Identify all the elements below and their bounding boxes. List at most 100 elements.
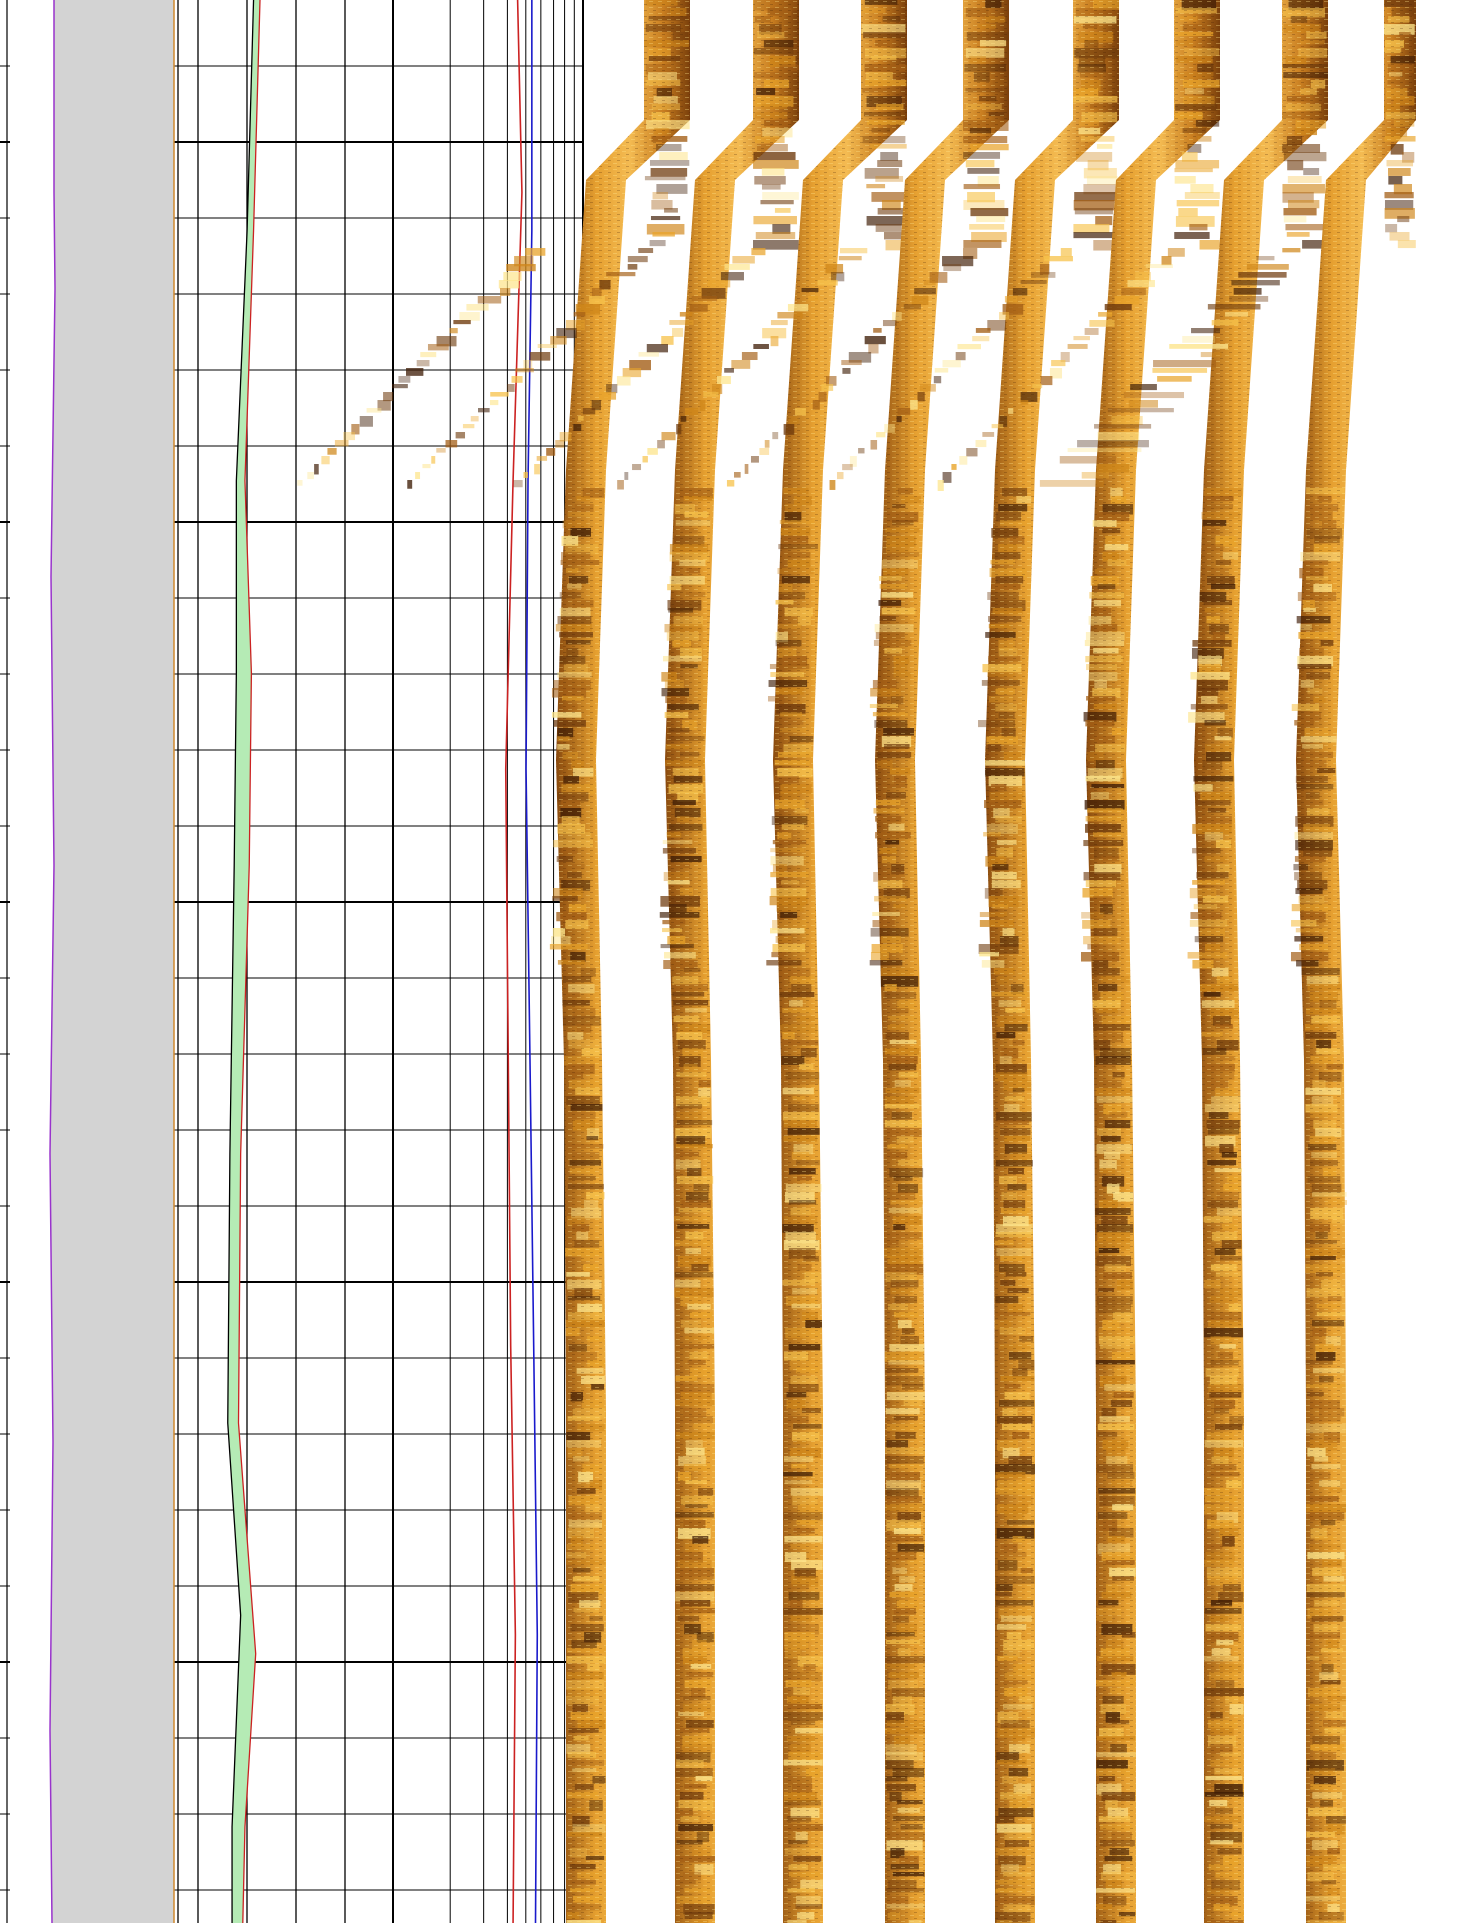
image-pixel-band xyxy=(459,312,480,321)
image-pixel-band xyxy=(1081,472,1109,479)
image-pixel-band xyxy=(656,184,688,194)
image-pixel-band xyxy=(1074,208,1113,215)
image-pixel-band xyxy=(783,424,795,435)
image-pixel-band xyxy=(523,360,533,370)
image-pixel-band xyxy=(420,352,437,358)
image-pixel-band xyxy=(934,368,949,373)
image-pixel-band xyxy=(979,952,1000,957)
image-pixel-band xyxy=(470,416,479,422)
image-pixel-band xyxy=(416,360,430,367)
image-pixel-band xyxy=(818,392,827,402)
image-pixel-band xyxy=(690,304,708,312)
image-pixel-band xyxy=(963,248,978,259)
image-pixel-band xyxy=(808,296,819,301)
image-pixel-band xyxy=(1060,248,1072,257)
image-pixel-band xyxy=(870,144,907,149)
image-pixel-band xyxy=(759,448,770,455)
image-pixel-band xyxy=(656,144,682,152)
image-pixel-band xyxy=(1060,352,1070,363)
image-pixel-band xyxy=(1076,152,1113,162)
image-pixel-band xyxy=(1393,184,1412,195)
image-pixel-band xyxy=(1229,296,1269,302)
image-pixel-band xyxy=(877,208,905,215)
image-pixel-band xyxy=(757,144,788,152)
image-pixel-band xyxy=(868,344,879,354)
image-pixel-band xyxy=(707,280,731,288)
image-pixel-band xyxy=(627,264,638,270)
image-pixel-band xyxy=(864,336,886,345)
image-pixel-band xyxy=(1184,192,1220,199)
image-pixel-band xyxy=(772,224,791,234)
image-pixel-band xyxy=(606,384,618,394)
image-pixel-band xyxy=(919,384,936,392)
image-pixel-band xyxy=(1189,224,1208,231)
image-pixel-band xyxy=(903,304,921,310)
image-pixel-band xyxy=(955,352,966,361)
image-pixel-band xyxy=(1302,240,1327,249)
image-pixel-band xyxy=(801,288,819,293)
image-pixel-band xyxy=(511,376,523,383)
image-pixel-band xyxy=(1123,392,1185,399)
image-pixel-band xyxy=(1002,304,1024,315)
image-pixel-band xyxy=(842,464,853,471)
image-pixel-band xyxy=(885,240,902,251)
image-strip xyxy=(617,0,1009,1923)
image-pixel-band xyxy=(1199,240,1220,250)
image-pixel-band xyxy=(772,432,779,440)
image-pixel-band xyxy=(883,232,904,240)
image-pixel-band xyxy=(966,448,978,457)
image-pixel-band xyxy=(565,320,585,331)
image-pixel-band xyxy=(963,240,1002,248)
image-pixel-band xyxy=(1282,144,1321,153)
image-pixel-band xyxy=(842,368,851,374)
image-pixel-band xyxy=(942,256,974,267)
image-pixel-band xyxy=(858,448,865,454)
image-pixel-band xyxy=(1238,272,1287,278)
image-pixel-band xyxy=(327,448,337,455)
image-strip xyxy=(726,0,1119,1923)
image-pixel-band xyxy=(1287,176,1322,184)
image-pixel-band xyxy=(1020,280,1047,285)
image-pixel-band xyxy=(559,432,572,442)
image-pixel-band xyxy=(1107,408,1174,413)
image-pixel-band xyxy=(975,440,987,448)
image-pixel-band xyxy=(826,376,837,386)
image-pixel-band xyxy=(976,216,1006,223)
image-pixel-band xyxy=(1233,288,1262,295)
strip-grain xyxy=(875,0,1009,1923)
image-pixel-band xyxy=(753,240,799,250)
image-pixel-band xyxy=(606,272,636,277)
image-pixel-band xyxy=(489,400,499,406)
image-pixel-band xyxy=(967,168,1000,174)
image-pixel-band xyxy=(1114,296,1140,305)
image-pixel-band xyxy=(1231,280,1280,286)
image-pixel-band xyxy=(829,480,836,490)
image-pixel-band xyxy=(1073,200,1115,211)
image-pixel-band xyxy=(1282,192,1314,203)
image-pixel-band xyxy=(821,384,834,391)
image-pixel-band xyxy=(1130,384,1157,391)
image-pixel-band xyxy=(573,312,586,317)
image-pixel-band xyxy=(999,312,1010,320)
image-pixel-band xyxy=(734,472,741,478)
image-pixel-band xyxy=(1390,144,1404,155)
image-pixel-band xyxy=(652,192,669,200)
image-pixel-band xyxy=(1095,216,1113,226)
image-pixel-band xyxy=(1012,288,1028,296)
image-pixel-band xyxy=(649,160,690,166)
image-pixel-band xyxy=(1040,376,1053,386)
image-pixel-band xyxy=(1282,248,1301,253)
image-pixel-band xyxy=(555,440,565,448)
image-pixel-band xyxy=(1111,416,1143,426)
image-pixel-band xyxy=(764,440,770,448)
image-pixel-band xyxy=(1059,456,1116,464)
image-pixel-band xyxy=(1161,256,1172,266)
image-pixel-band xyxy=(1176,200,1220,207)
image-pixel-band xyxy=(753,152,796,161)
image-pixel-band xyxy=(1175,216,1215,227)
image-pixel-band xyxy=(1182,336,1215,343)
image-pixel-band xyxy=(1175,160,1220,169)
image-pixel-band xyxy=(987,320,1006,331)
image-pixel-band xyxy=(969,144,1009,151)
image-pixel-band xyxy=(1152,368,1208,373)
